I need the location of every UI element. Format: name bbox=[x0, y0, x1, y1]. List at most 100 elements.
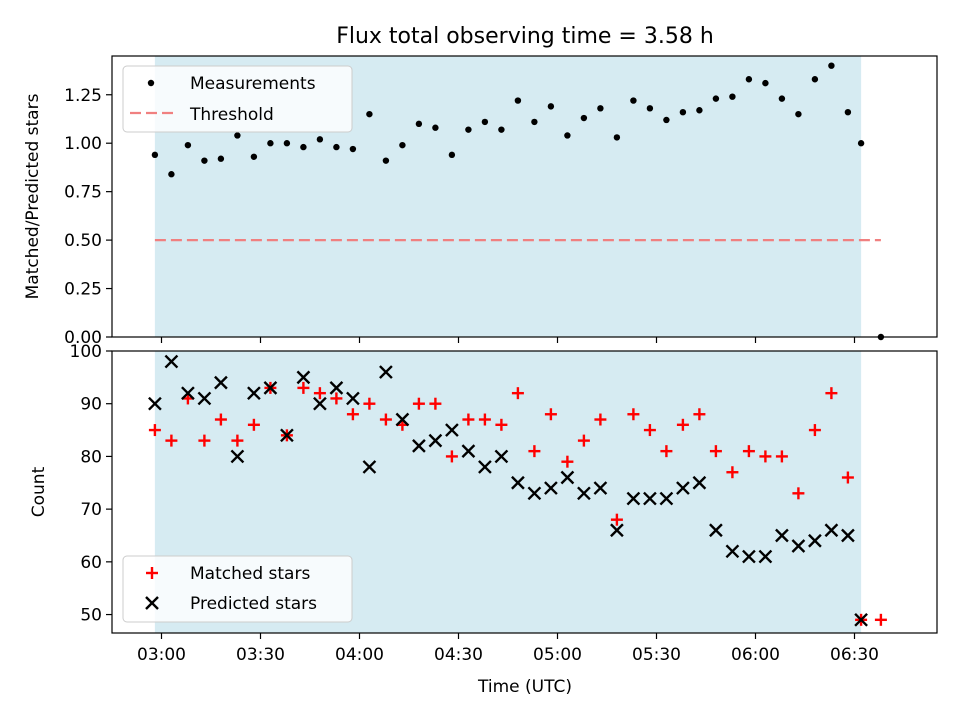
bottom-y-tick-label: 60 bbox=[80, 553, 102, 573]
measurement-point bbox=[531, 118, 538, 126]
predicted-star-point bbox=[511, 475, 525, 490]
matched-star-point bbox=[148, 424, 161, 437]
matched-stars-points bbox=[148, 381, 887, 626]
predicted-stars-points bbox=[148, 354, 868, 627]
measurement-point bbox=[646, 105, 654, 112]
predicted-star-point bbox=[445, 423, 459, 437]
predicted-star-point-b bbox=[428, 433, 443, 448]
predicted-star-point-b bbox=[593, 481, 608, 495]
predicted-star-point-b bbox=[494, 449, 509, 464]
matched-star-point bbox=[379, 413, 392, 426]
legend-matched-label: Matched stars bbox=[190, 564, 310, 584]
matched-star-point bbox=[297, 381, 310, 394]
measurement-point bbox=[432, 124, 439, 131]
measurement-point bbox=[349, 145, 357, 153]
x-tick-label: 05:30 bbox=[632, 645, 681, 665]
bottom-y-tick-label: 50 bbox=[80, 606, 102, 626]
bottom-x-ticks: 03:00 03:30 04:00 04:30 05:00 05:30 06:00 06:30 bbox=[137, 633, 879, 665]
predicted-star-point-b bbox=[758, 549, 773, 564]
predicted-star-point bbox=[263, 381, 278, 395]
x-tick-label: 06:00 bbox=[731, 645, 780, 665]
measurement-point bbox=[399, 141, 406, 149]
x-axis-label: Time (UTC) bbox=[477, 677, 572, 697]
predicted-star-point bbox=[395, 412, 410, 427]
predicted-star-point bbox=[626, 491, 641, 506]
predicted-star-point bbox=[461, 444, 476, 458]
x-tick-label: 05:00 bbox=[533, 645, 582, 665]
predicted-star-point-b bbox=[742, 549, 756, 564]
matched-star-point bbox=[775, 450, 788, 463]
predicted-star-point-b bbox=[709, 523, 723, 538]
top-y-tick-label: 0.50 bbox=[64, 231, 102, 251]
predicted-star-point bbox=[659, 491, 674, 506]
top-y-tick-label: 1.25 bbox=[64, 86, 102, 106]
top-panel: 0.00 0.25 0.50 0.75 1.00 1.25 Matched/Predict… bbox=[23, 55, 938, 348]
predicted-star-point bbox=[758, 549, 773, 564]
matched-star-point bbox=[874, 613, 887, 626]
matched-star-point bbox=[643, 424, 656, 437]
predicted-star-point bbox=[643, 491, 657, 506]
predicted-star-point-b bbox=[791, 539, 806, 553]
predicted-star-point-b bbox=[824, 523, 839, 538]
predicted-star-point bbox=[725, 544, 740, 559]
predicted-star-point bbox=[593, 481, 608, 495]
measurement-point bbox=[778, 95, 786, 102]
measurement-point bbox=[300, 143, 307, 151]
predicted-star-point bbox=[527, 486, 542, 501]
measurement-point bbox=[613, 134, 621, 141]
measurement-point bbox=[712, 95, 720, 102]
predicted-star-point bbox=[428, 433, 443, 448]
predicted-star-point bbox=[692, 475, 707, 490]
predicted-star-point-b bbox=[362, 460, 377, 474]
predicted-star-point-b bbox=[626, 491, 641, 506]
predicted-star-point-b bbox=[527, 486, 542, 501]
predicted-star-point bbox=[329, 381, 344, 395]
predicted-star-point-b bbox=[643, 491, 657, 506]
legend-matched-marker bbox=[146, 567, 158, 579]
measurement-point bbox=[481, 118, 489, 126]
predicted-star-point bbox=[247, 386, 261, 401]
matched-star-point bbox=[363, 397, 376, 410]
matched-star-point bbox=[495, 418, 508, 431]
predicted-star-point bbox=[280, 428, 294, 443]
matched-star-point bbox=[693, 408, 706, 421]
bottom-y-tick-label: 80 bbox=[80, 447, 102, 467]
measurement-point bbox=[267, 140, 274, 147]
matched-star-point bbox=[726, 466, 739, 479]
top-y-tick-label: 0.75 bbox=[64, 183, 102, 203]
matched-star-point bbox=[412, 397, 425, 410]
matched-star-point bbox=[429, 397, 442, 410]
measurement-point bbox=[234, 132, 241, 139]
top-legend: Measurements Threshold bbox=[122, 65, 353, 133]
measurement-point bbox=[729, 93, 736, 100]
measurement-point bbox=[283, 140, 291, 147]
predicted-star-point bbox=[841, 528, 855, 543]
matched-star-point bbox=[627, 408, 640, 421]
matched-star-point bbox=[660, 445, 673, 458]
matched-star-point bbox=[313, 387, 326, 400]
predicted-star-point-b bbox=[544, 481, 558, 495]
measurement-point bbox=[547, 103, 555, 110]
predicted-star-point-b bbox=[329, 381, 344, 395]
matched-star-point bbox=[247, 418, 260, 431]
matched-star-point bbox=[792, 487, 805, 500]
top-y-tick-label: 1.00 bbox=[64, 134, 102, 154]
predicted-star-point bbox=[181, 386, 195, 401]
matched-star-point bbox=[759, 450, 772, 463]
bottom-legend: Matched stars Predicted stars bbox=[122, 555, 353, 623]
measurement-point bbox=[382, 157, 390, 164]
measurement-point bbox=[630, 97, 637, 104]
predicted-star-point bbox=[676, 481, 690, 495]
matched-star-point bbox=[577, 434, 590, 447]
x-tick-label: 04:30 bbox=[434, 645, 483, 665]
matched-star-point bbox=[165, 434, 178, 447]
predicted-star-point bbox=[214, 375, 228, 390]
measurement-point bbox=[844, 109, 852, 116]
measurement-point bbox=[201, 157, 208, 164]
matched-star-point bbox=[462, 413, 475, 426]
predicted-star-point-b bbox=[725, 544, 740, 559]
predicted-star-point-b bbox=[164, 354, 179, 369]
top-y-axis-label: Matched/Predicted stars bbox=[23, 93, 43, 299]
bottom-y-tick-label: 100 bbox=[70, 342, 102, 362]
